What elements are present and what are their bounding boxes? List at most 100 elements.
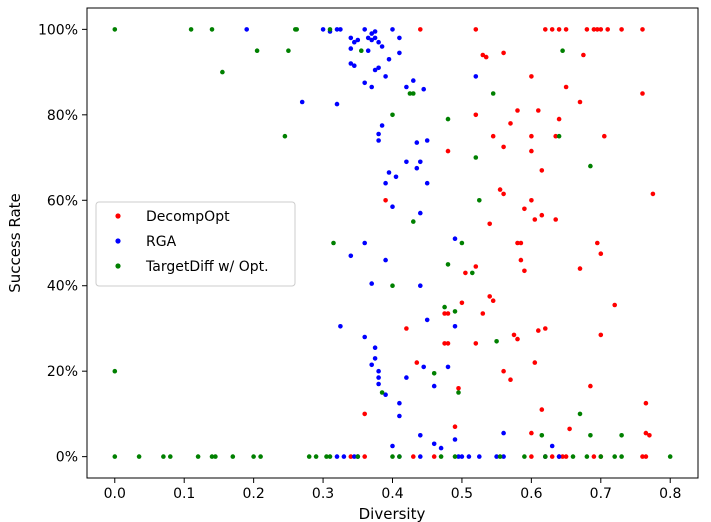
point-series-1-20 (397, 50, 402, 56)
point-series-2-45 (230, 454, 236, 459)
point-series-2-39 (136, 454, 142, 459)
point-series-0-0 (418, 27, 423, 32)
point-series-0-56 (459, 300, 465, 306)
point-series-2-60 (570, 454, 576, 459)
legend-marker-1 (115, 238, 121, 244)
point-series-1-66 (404, 375, 409, 380)
point-series-1-51 (348, 253, 354, 259)
point-series-1-72 (418, 433, 423, 438)
points-layer (112, 27, 673, 459)
x-axis: 0.0 0.1 0.2 0.3 0.4 0.5 0.6 0.7 0.8 (104, 478, 681, 502)
point-series-0-27 (529, 133, 534, 139)
x-tick-label: 0.1 (173, 486, 195, 502)
point-series-1-75 (390, 443, 395, 449)
point-series-0-51 (522, 268, 527, 274)
point-series-1-87 (466, 454, 472, 459)
point-series-1-54 (369, 281, 375, 286)
point-series-0-43 (553, 217, 558, 222)
point-series-1-50 (362, 240, 368, 246)
point-series-2-13 (490, 91, 496, 96)
point-series-0-8 (595, 27, 600, 32)
point-series-2-2 (209, 27, 215, 32)
point-series-0-65 (598, 332, 604, 338)
legend-label-2: TargetDiff w/ Opt. (145, 259, 269, 275)
y-axis-title: Success Rate (6, 193, 24, 293)
y-tick-label: 20% (47, 364, 78, 380)
point-series-1-30 (369, 84, 375, 90)
legend-label-0: DecompOpt (146, 209, 230, 225)
point-series-1-55 (424, 317, 430, 323)
point-series-2-5 (327, 27, 333, 32)
point-series-1-62 (376, 368, 381, 374)
point-series-2-64 (619, 454, 624, 459)
point-series-2-59 (543, 454, 548, 459)
point-series-1-60 (372, 356, 378, 361)
point-series-2-49 (313, 454, 319, 459)
point-series-0-39 (501, 191, 506, 197)
point-series-2-17 (556, 133, 562, 139)
point-series-1-22 (348, 61, 354, 66)
point-series-0-2 (543, 27, 548, 32)
point-series-2-16 (282, 133, 288, 139)
point-series-2-41 (168, 454, 173, 459)
point-series-1-2 (334, 27, 340, 32)
point-series-0-21 (536, 108, 541, 113)
point-series-0-32 (529, 148, 534, 154)
y-tick-label: 0% (56, 450, 78, 466)
point-series-2-26 (390, 283, 395, 289)
point-series-1-81 (352, 454, 357, 459)
point-series-2-18 (473, 155, 479, 160)
point-series-0-7 (591, 27, 597, 32)
point-series-2-56 (452, 454, 458, 459)
point-series-1-18 (348, 46, 354, 51)
point-series-0-80 (529, 430, 534, 436)
point-series-0-58 (445, 311, 451, 316)
point-series-0-57 (442, 311, 447, 316)
point-series-1-88 (477, 454, 482, 459)
point-series-0-96 (348, 454, 354, 459)
x-tick-label: 0.4 (381, 486, 403, 502)
point-series-0-40 (487, 221, 493, 227)
point-series-0-72 (508, 377, 513, 383)
point-series-2-32 (456, 390, 461, 395)
point-series-0-62 (536, 328, 541, 333)
point-series-0-64 (515, 336, 520, 342)
point-series-1-44 (393, 174, 399, 180)
point-series-2-27 (442, 304, 447, 310)
point-series-1-36 (376, 131, 381, 137)
point-series-0-16 (501, 50, 506, 56)
point-series-2-20 (477, 198, 482, 203)
point-series-1-15 (376, 39, 381, 45)
point-series-1-41 (418, 159, 423, 165)
point-series-0-37 (522, 206, 527, 212)
point-series-0-18 (563, 84, 569, 90)
legend: DecompOpt RGA TargetDiff w/ Opt. (95, 201, 296, 287)
point-series-2-24 (470, 270, 475, 276)
point-series-0-6 (584, 27, 590, 32)
point-series-2-23 (459, 240, 465, 246)
point-series-1-21 (386, 57, 392, 62)
point-series-2-37 (619, 433, 624, 438)
point-series-0-15 (483, 54, 489, 60)
point-series-2-52 (355, 454, 361, 459)
point-series-1-52 (383, 257, 388, 263)
y-axis: 0% 20% 40% 60% 80% 100% (38, 22, 87, 466)
point-series-0-70 (414, 360, 420, 365)
point-series-0-71 (501, 368, 506, 374)
point-series-2-22 (331, 240, 336, 246)
legend-label-1: RGA (146, 234, 177, 250)
point-series-0-35 (383, 198, 388, 203)
point-series-0-74 (588, 383, 593, 389)
point-series-0-28 (553, 133, 558, 139)
point-series-0-69 (532, 360, 538, 365)
point-series-0-78 (452, 424, 458, 430)
point-series-0-31 (445, 148, 451, 154)
point-series-2-44 (213, 454, 218, 459)
point-series-1-32 (404, 84, 409, 90)
point-series-2-46 (251, 454, 256, 459)
point-series-1-29 (362, 80, 368, 86)
point-series-1-43 (386, 170, 392, 175)
point-series-2-15 (445, 116, 451, 122)
point-series-0-23 (473, 112, 479, 118)
point-series-0-59 (480, 311, 486, 316)
